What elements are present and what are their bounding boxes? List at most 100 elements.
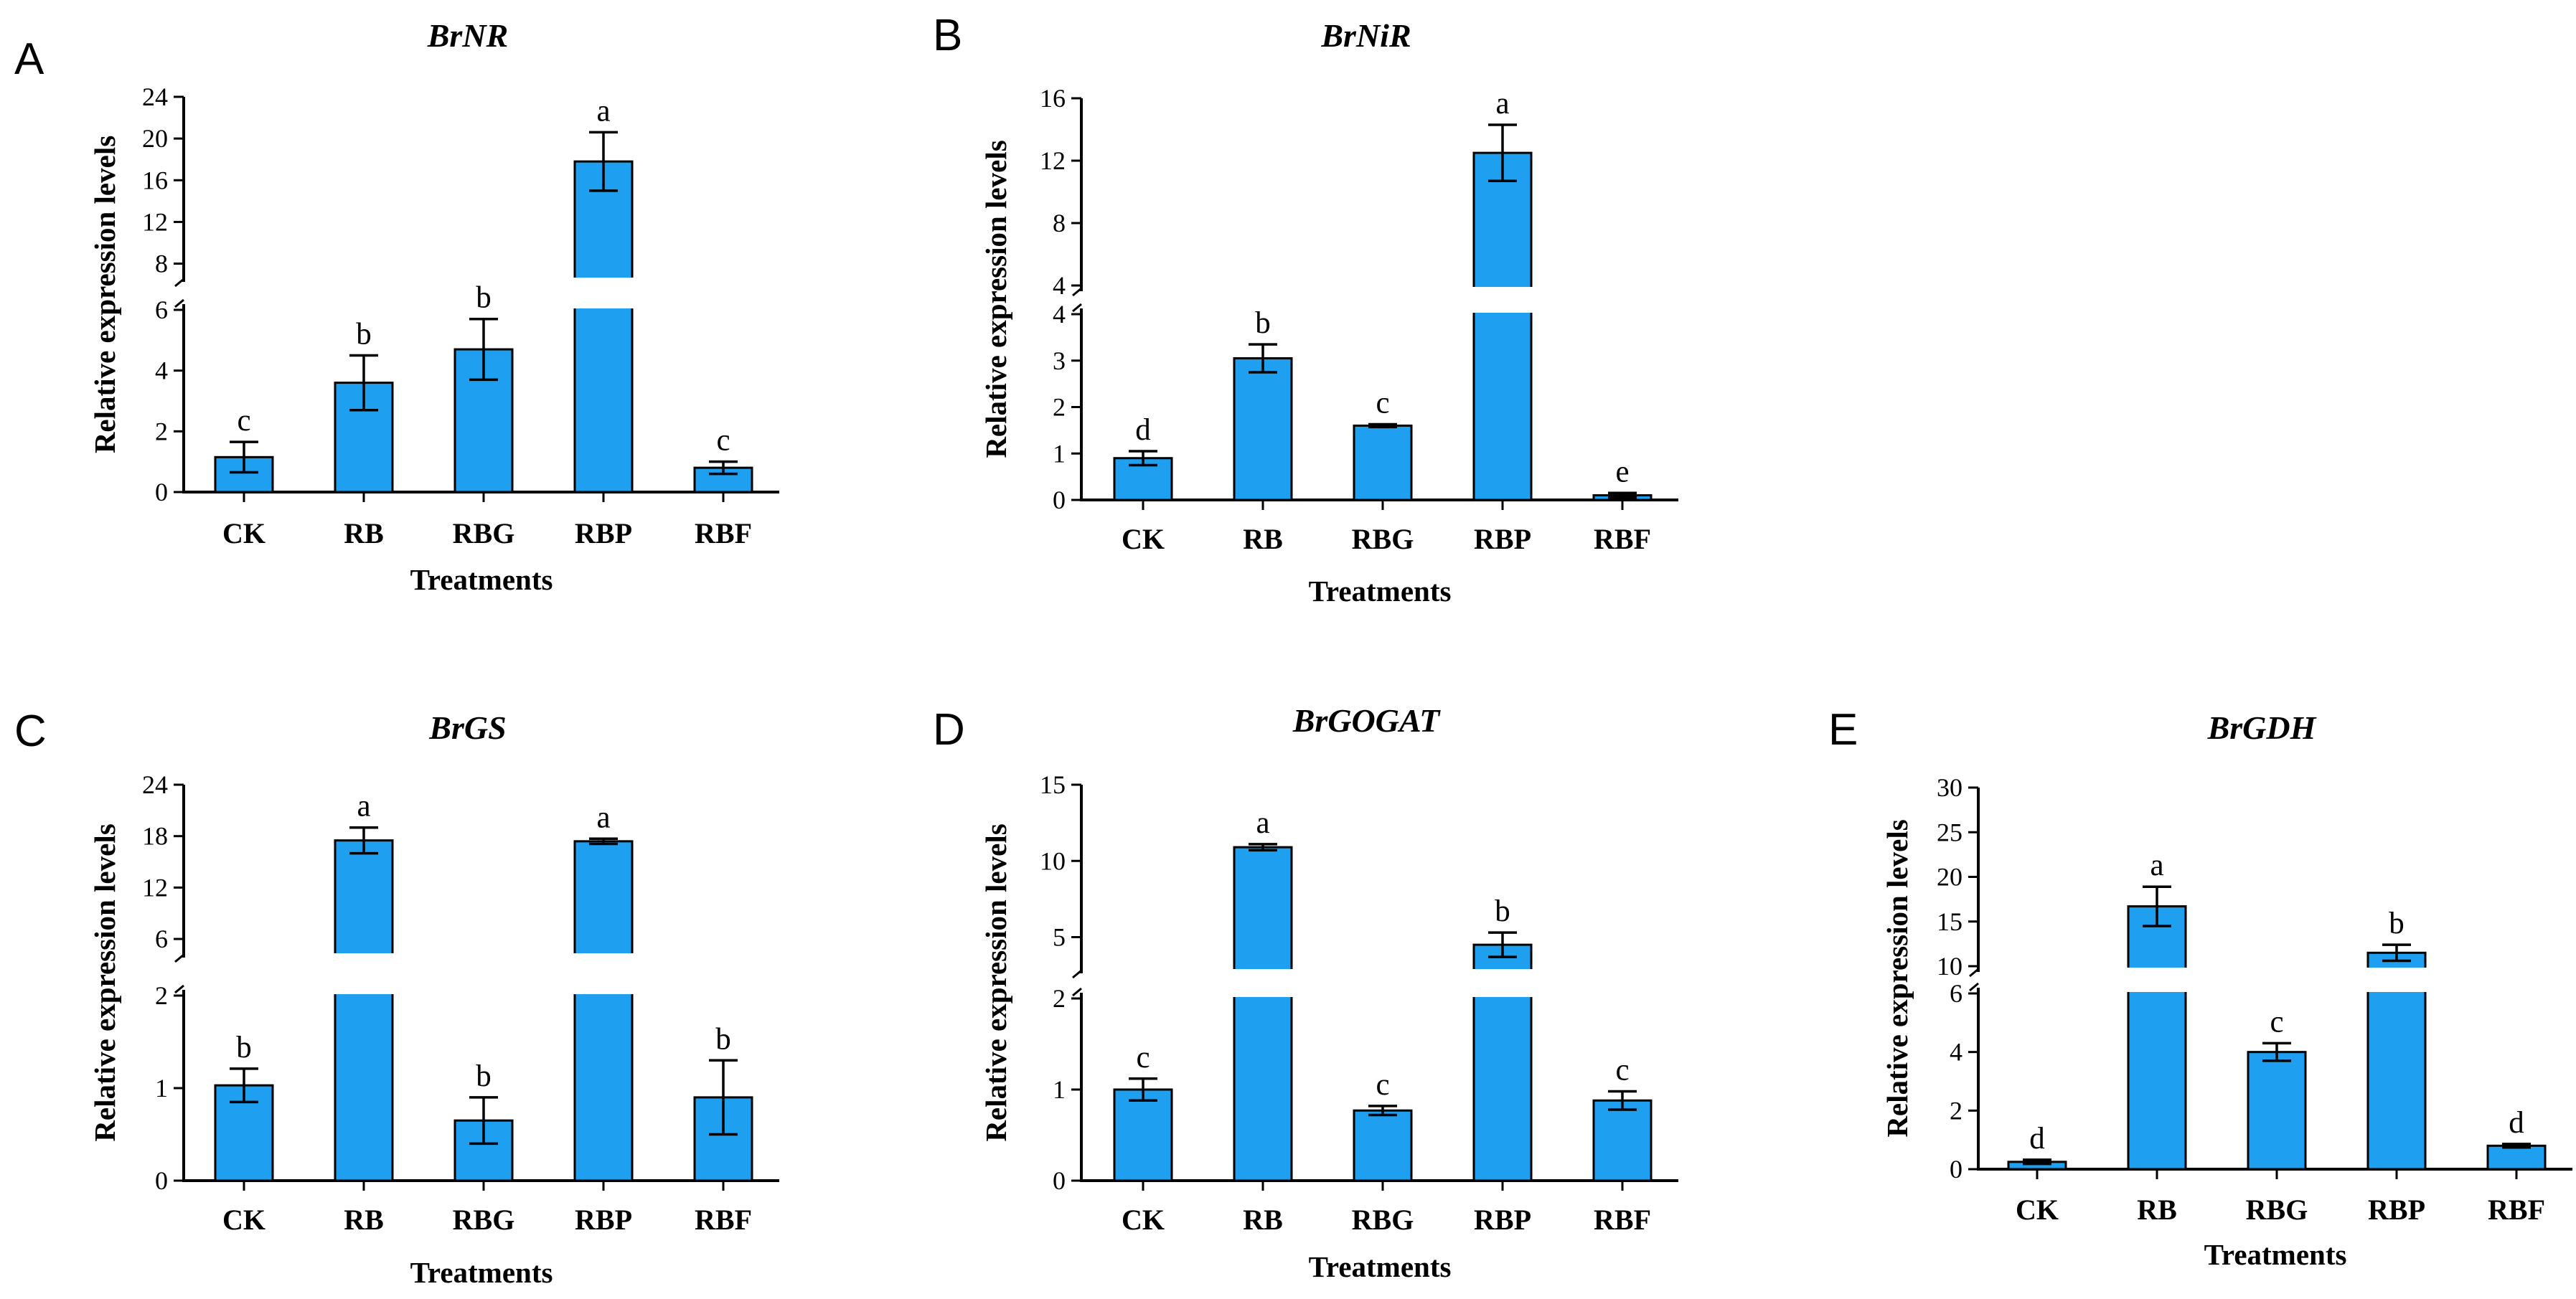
chart-title: BrGDH: [2207, 709, 2317, 746]
bar-break-gap: [332, 953, 395, 994]
bar-break-gap: [572, 953, 635, 994]
y-tick-label: 16: [142, 166, 168, 194]
significance-label: b: [1495, 894, 1510, 928]
bar: [214, 455, 274, 493]
x-tick-label: CK: [2016, 1194, 2059, 1226]
axis-break-mark: [1072, 303, 1082, 313]
y-tick-label: 24: [142, 82, 168, 111]
significance-label: c: [1615, 1054, 1629, 1087]
x-tick-label: CK: [222, 1204, 265, 1236]
bar-break-gap: [2125, 968, 2189, 992]
y-tick-label: 1: [1053, 1075, 1066, 1104]
y-tick-label: 2: [1053, 984, 1066, 1013]
x-tick-label: RBF: [695, 517, 752, 549]
bar: [2486, 1144, 2547, 1171]
y-tick-label: 12: [142, 207, 168, 236]
significance-label: b: [476, 1059, 492, 1093]
axis-break-mark: [1072, 987, 1082, 997]
x-tick-label: RBG: [1352, 1204, 1414, 1236]
y-tick-label: 0: [155, 478, 168, 506]
bar: [334, 839, 394, 1182]
y-tick-label: 1: [1053, 439, 1066, 468]
x-tick-label: RBP: [575, 1204, 632, 1236]
significance-label: c: [716, 424, 730, 458]
significance-label: c: [237, 404, 250, 438]
bar-break-gap: [572, 278, 635, 308]
y-axis-label: Relative expression levels: [979, 823, 1012, 1141]
bar-break-gap: [1471, 969, 1534, 997]
y-axis-label: Relative expression levels: [88, 136, 121, 453]
bar-break-gap: [1231, 969, 1294, 997]
y-tick-label: 15: [1040, 770, 1066, 799]
y-tick-label: 16: [1040, 84, 1066, 113]
x-tick-label: RBP: [575, 517, 632, 549]
y-tick-label: 2: [155, 981, 168, 1010]
bar-break-gap: [2365, 968, 2428, 992]
y-tick-label: 25: [1937, 818, 1962, 846]
axis-break-mark: [1072, 287, 1082, 297]
significance-label: b: [476, 281, 492, 315]
y-tick-label: 4: [1053, 271, 1066, 300]
bar: [1113, 1088, 1173, 1182]
panel-letter: D: [933, 705, 965, 755]
significance-label: b: [2389, 907, 2405, 940]
x-tick-label: CK: [1122, 1204, 1165, 1236]
y-tick-label: 0: [155, 1166, 168, 1195]
chart-title: BrNiR: [1320, 17, 1411, 54]
bar: [2127, 905, 2187, 1171]
bar: [573, 160, 634, 493]
panel-letter: B: [933, 11, 962, 60]
x-tick-label: RBG: [1352, 523, 1414, 555]
y-tick-label: 8: [155, 250, 168, 278]
y-axis-label: Relative expression levels: [88, 823, 121, 1141]
x-tick-label: CK: [222, 517, 265, 549]
chart-title: BrGS: [428, 709, 506, 746]
significance-label: c: [2270, 1005, 2283, 1039]
axis-break-mark: [1072, 969, 1082, 979]
significance-label: c: [1376, 386, 1389, 420]
x-tick-label: RB: [344, 517, 384, 549]
x-tick-label: RBP: [2368, 1194, 2425, 1226]
y-tick-label: 4: [1053, 300, 1066, 329]
significance-label: b: [715, 1022, 731, 1056]
y-tick-label: 0: [1053, 486, 1066, 514]
x-tick-label: RB: [1243, 523, 1283, 555]
bar: [1353, 424, 1413, 501]
significance-label: d: [2509, 1106, 2524, 1140]
significance-label: a: [357, 790, 370, 823]
axis-break-mark: [1969, 982, 1979, 992]
x-tick-label: RB: [2137, 1194, 2177, 1226]
bar: [1592, 1099, 1653, 1182]
axis-break-mark: [174, 298, 184, 308]
y-tick-label: 3: [1053, 346, 1066, 375]
y-axis-label: Relative expression levels: [979, 140, 1012, 458]
y-tick-label: 4: [1950, 1038, 1962, 1067]
significance-label: e: [1615, 455, 1629, 488]
y-tick-label: 24: [142, 770, 168, 799]
y-tick-label: 10: [1937, 952, 1962, 981]
panel-E: E BrGDH Relative expression levels 0 2 4 610 15…: [1828, 705, 2572, 1271]
y-tick-label: 12: [1040, 146, 1066, 175]
x-tick-label: RBF: [2488, 1194, 2545, 1226]
significance-label: a: [1495, 87, 1509, 121]
x-tick-label: RBG: [2246, 1194, 2308, 1226]
significance-label: a: [2150, 849, 2163, 882]
chart-title: BrGOGAT: [1292, 702, 1441, 739]
significance-label: a: [596, 800, 610, 834]
y-tick-label: 12: [142, 873, 168, 902]
significance-label: d: [1135, 413, 1151, 447]
y-tick-label: 30: [1937, 773, 1962, 802]
bar: [1353, 1109, 1413, 1182]
significance-label: c: [1136, 1041, 1150, 1074]
significance-label: b: [356, 318, 372, 351]
y-tick-label: 0: [1053, 1166, 1066, 1195]
x-axis-label: Treatments: [410, 563, 553, 596]
significance-label: b: [1255, 306, 1271, 340]
bar: [573, 840, 634, 1182]
panel-D: D BrGOGAT Relative expression levels 0 1 2 5 10…: [933, 702, 1678, 1283]
y-tick-label: 15: [1937, 907, 1962, 936]
